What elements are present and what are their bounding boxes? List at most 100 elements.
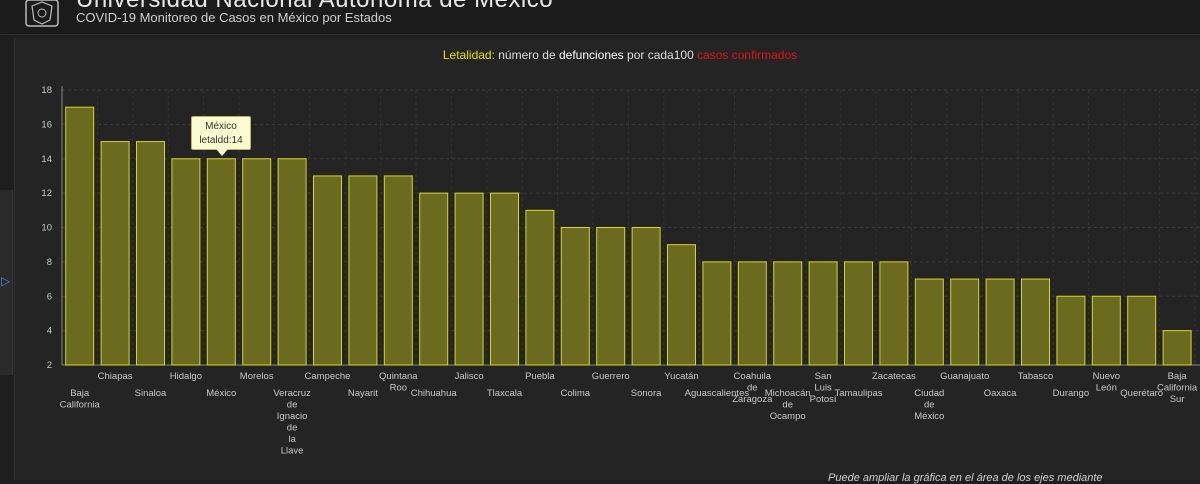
x-tick-label-line: Ciudad [914,388,944,399]
x-tick-label-line: Tlaxcala [487,388,523,399]
x-tick-label: Nayarit [348,388,378,399]
x-tick-label-line: Zacatecas [872,371,916,382]
bar[interactable] [242,158,272,366]
x-tick-label-line: Sur [1170,394,1185,405]
bar[interactable] [596,227,626,366]
bar[interactable] [631,227,661,366]
bar[interactable] [950,278,980,366]
x-tick-label: Guanajuato [940,371,989,382]
bar[interactable] [844,261,873,366]
title-letalidad: Letalidad: [442,48,495,62]
title-text-1: número de [494,48,559,62]
x-tick-label-line: Nuevo [1093,371,1120,382]
x-tick-label: Veracruz de Ignacio de la Llave [273,388,311,457]
x-tick-label-line: California [1157,383,1198,394]
bar[interactable] [383,175,413,366]
bar[interactable] [1162,330,1192,366]
bar[interactable] [1091,295,1121,366]
x-tick-label-line: Yucatán [664,371,698,382]
bar[interactable] [1056,295,1086,366]
title-text-2: por cada100 [623,48,698,62]
bar[interactable] [206,158,236,366]
x-tick-label-line: Coahuila [734,371,772,382]
x-tick-label: Michoacán de Ocampo [765,388,811,422]
bar[interactable] [348,175,378,366]
app-title: Universidad Nacional Autónoma de México [76,0,553,14]
bar[interactable] [879,261,909,366]
bar[interactable] [1021,278,1050,366]
x-tick-label-line: Querétaro [1120,388,1163,399]
title-casos-confirmados: casos confirmados [697,48,798,62]
bar[interactable] [525,209,555,366]
x-tick-label-line: Aguascalientes [685,388,750,399]
x-tick-label: Baja California [60,388,101,411]
footnote-text: Puede ampliar la gráfica en el área de l… [828,472,1103,484]
chart-tooltip: México letaldd:14 [191,116,251,156]
x-tick-label: Nuevo León [1093,371,1120,394]
x-tick-label: Oaxaca [984,388,1017,399]
x-tick-label-line: San [815,371,832,382]
bar[interactable] [419,192,449,366]
x-tick-label-line: Ignacio [277,411,308,422]
bar[interactable] [560,227,590,366]
x-tick-label: Baja California Sur [1157,371,1198,405]
x-tick-label-line: Colima [561,388,591,399]
x-tick-label: México [206,388,236,399]
x-tick-label: Sinaloa [135,388,167,399]
y-tick-label: 6 [47,291,52,302]
x-tick-label-line: Tamaulipas [834,388,882,399]
x-tick-label: Durango [1053,388,1089,399]
x-tick-label: Chiapas [98,371,133,382]
side-panel-toggle[interactable]: ▷ [0,190,13,375]
x-tick-label-line: Zaragoza [732,394,773,405]
bar[interactable] [136,141,165,366]
x-tick-label-line: de [924,400,935,411]
bar[interactable] [277,158,307,366]
bar[interactable] [985,278,1015,366]
bar[interactable] [667,244,696,366]
x-tick-label: Tamaulipas [834,388,882,399]
x-tick-label-line: Ocampo [770,411,806,422]
bar[interactable] [171,158,201,366]
x-tick-label: Puebla [525,371,555,382]
x-tick-label: Jalisco [455,371,484,382]
x-tick-label: Zacatecas [872,371,916,382]
bar[interactable] [808,261,838,366]
x-tick-label-line: Potosí [810,394,837,405]
x-tick-label-line: Veracruz [273,388,311,399]
chart-title: Letalidad: número de defunciones por cad… [0,48,1200,62]
app-header: Universidad Nacional Autónoma de México … [0,0,1200,35]
x-tick-label: Morelos [240,371,274,382]
x-tick-label-line: Sonora [631,388,662,399]
bar[interactable] [313,175,342,366]
bar[interactable] [100,141,130,366]
x-tick-label-line: Durango [1053,388,1089,399]
bar[interactable] [702,261,732,366]
x-tick-label: Sonora [631,388,662,399]
x-tick-label-line: Chiapas [98,371,133,382]
bar[interactable] [773,261,803,366]
bar[interactable] [490,192,519,366]
x-tick-label: Tabasco [1018,371,1053,382]
bar[interactable] [65,106,95,366]
x-tick-label-line: Guanajuato [940,371,989,382]
bar[interactable] [454,192,484,366]
x-tick-label-line: de [287,400,298,411]
x-tick-label: Colima [561,388,591,399]
university-logo-icon [25,0,59,27]
x-tick-label-line: Campeche [305,371,351,382]
x-tick-label-line: México [914,411,944,422]
x-tick-label-line: Nayarit [348,388,378,399]
x-tick-label-line: de [782,400,793,411]
x-tick-label-line: Tabasco [1018,371,1053,382]
tooltip-state: México [205,121,237,132]
bar[interactable] [914,278,944,366]
y-tick-label: 10 [41,223,52,234]
x-tick-label: Coahuila de Zaragoza [732,371,773,405]
tooltip-value: letaldd:14 [199,135,243,146]
x-tick-label: Quintana Roo [379,371,418,394]
x-tick-label: Querétaro [1120,388,1163,399]
bar[interactable] [737,261,767,366]
bar[interactable] [1127,295,1157,366]
